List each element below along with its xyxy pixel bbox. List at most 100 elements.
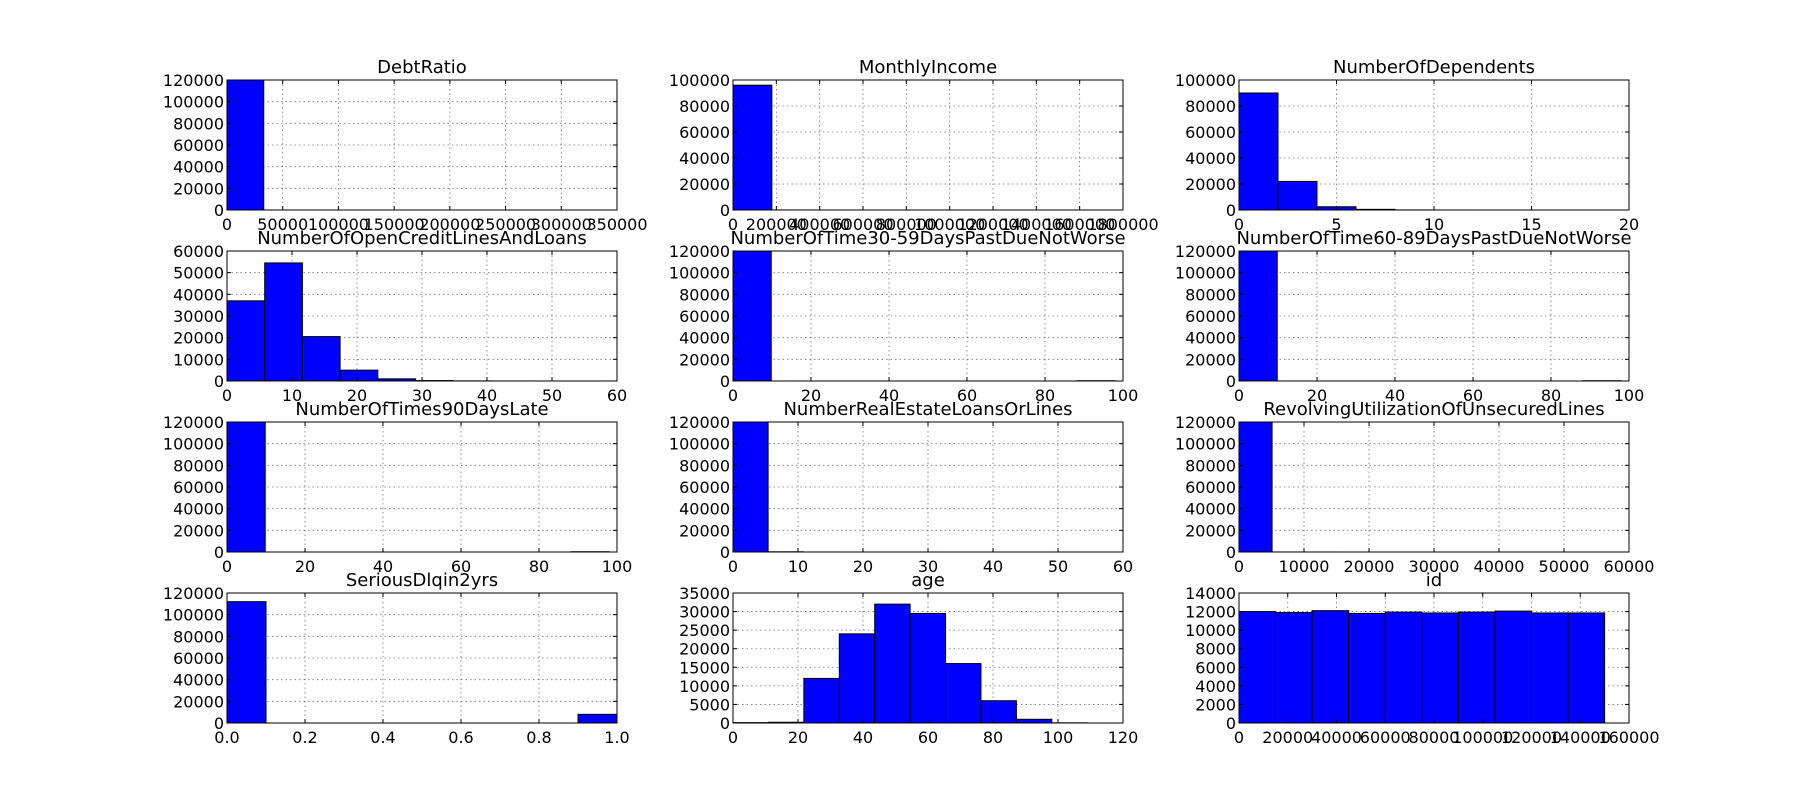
subplot-title: NumberOfDependents [1333,57,1535,78]
y-tick-label: 0 [214,714,224,733]
subplot-1: 0 200000400000600000800000100000012000001… [669,57,1159,234]
subplot-11: 0 200004000060000800001000001200001400001… [1185,570,1659,747]
y-tick-label: 12000 [1185,603,1236,622]
subplot-title: id [1426,570,1442,591]
y-tick-label: 0 [720,372,730,391]
subplot-title: DebtRatio [377,57,467,78]
x-tick-label: 0.4 [370,728,395,747]
x-tick-label: 250000 [475,215,536,234]
y-tick-label: 100000 [669,264,730,283]
histogram-bar [1384,611,1423,724]
x-tick-label: 400000 [789,215,850,234]
histogram-bar [1238,421,1273,553]
x-tick-label: 15 [1521,215,1541,234]
y-tick-label: 25000 [679,621,730,640]
x-tick-label: 50000 [257,215,308,234]
x-tick-label: 100 [1614,386,1645,405]
histogram-bar [838,633,876,724]
subplot-title: NumberOfOpenCreditLinesAndLoans [257,228,587,249]
y-tick-label: 80000 [173,456,224,475]
y-tick-label: 100000 [1175,71,1236,90]
x-tick-label: 200000 [746,215,807,234]
x-tick-label: 0 [728,215,738,234]
y-tick-label: 40000 [1185,500,1236,519]
histogram-bar [226,300,266,382]
x-tick-label: 10 [282,386,302,405]
x-tick-label: 60 [607,386,627,405]
histogram-bar [1275,612,1313,724]
y-tick-label: 80000 [1185,97,1236,116]
x-tick-label: 40000 [1311,728,1362,747]
x-tick-label: 100000 [308,215,369,234]
x-tick-label: 300000 [531,215,592,234]
y-tick-label: 0 [1226,372,1236,391]
y-tick-label: 60000 [679,123,730,142]
x-tick-label: 30 [918,557,938,576]
y-tick-label: 120000 [163,71,224,90]
subplot-title: NumberOfTime30-59DaysPastDueNotWorse [730,228,1125,249]
y-tick-label: 40000 [173,285,224,304]
x-tick-label: 60 [451,557,471,576]
x-tick-label: 50 [542,386,562,405]
subplot-8: 0 10000 20000 30000 40000 50000 60000 0 20000 400… [1175,399,1655,576]
histogram-bar [339,369,379,382]
x-tick-label: 0 [728,728,738,747]
x-tick-label: 150000 [364,215,425,234]
y-tick-label: 60000 [173,242,224,261]
histogram-bar [945,663,982,724]
subplot-title: NumberOfTimes90DaysLate [295,399,548,420]
histogram-bar [1015,718,1053,724]
subplot-5: 0 20 40 60 80 100 0 20000 40000 60000 80000 100000 1… [1175,228,1644,405]
y-tick-label: 10000 [679,677,730,696]
x-tick-label: 160000 [1598,728,1659,747]
x-tick-label: 40000 [1474,557,1525,576]
x-tick-label: 100 [1043,728,1074,747]
subplot-title: NumberOfTime60-89DaysPastDueNotWorse [1236,228,1631,249]
y-tick-label: 60000 [1185,307,1236,326]
y-tick-label: 60000 [173,136,224,155]
y-tick-label: 60000 [679,478,730,497]
x-tick-label: 80 [1541,386,1561,405]
x-tick-label: 0 [222,386,232,405]
x-tick-label: 60 [957,386,977,405]
x-tick-label: 600000 [832,215,893,234]
histogram-bar [1238,611,1277,724]
x-tick-label: 140000 [1550,728,1611,747]
subplot-title: RevolvingUtilizationOfUnsecuredLines [1263,399,1604,420]
x-tick-label: 0 [1234,557,1244,576]
y-tick-label: 20000 [1185,350,1236,369]
y-tick-label: 30000 [679,603,730,622]
y-tick-label: 20000 [173,179,224,198]
y-tick-label: 20000 [1185,175,1236,194]
y-tick-label: 30000 [173,307,224,326]
x-tick-label: 0.0 [214,728,239,747]
y-tick-label: 100000 [163,606,224,625]
histogram-bar [1421,612,1459,724]
x-tick-label: 20 [347,386,367,405]
histogram-bar [1277,180,1318,211]
y-tick-label: 80000 [1185,285,1236,304]
y-tick-label: 0 [1226,714,1236,733]
y-tick-label: 40000 [1185,149,1236,168]
x-tick-label: 0 [1234,386,1244,405]
y-tick-label: 120000 [163,413,224,432]
x-tick-label: 40 [477,386,497,405]
x-tick-label: 50000 [1539,557,1590,576]
x-tick-label: 1000000 [914,215,985,234]
y-tick-label: 80000 [679,285,730,304]
x-tick-label: 0 [728,386,738,405]
y-tick-label: 8000 [1195,640,1236,659]
x-tick-label: 30 [412,386,432,405]
x-tick-label: 1.0 [604,728,629,747]
x-tick-label: 20 [1619,215,1639,234]
x-tick-label: 80000 [1409,728,1460,747]
x-tick-label: 0.8 [526,728,551,747]
x-tick-label: 40 [373,557,393,576]
histogram-bar [803,677,840,724]
y-tick-label: 80000 [679,97,730,116]
histogram-bar [909,612,947,724]
histogram-bar [226,79,265,211]
x-tick-label: 1200000 [957,215,1028,234]
y-tick-label: 10000 [1185,621,1236,640]
